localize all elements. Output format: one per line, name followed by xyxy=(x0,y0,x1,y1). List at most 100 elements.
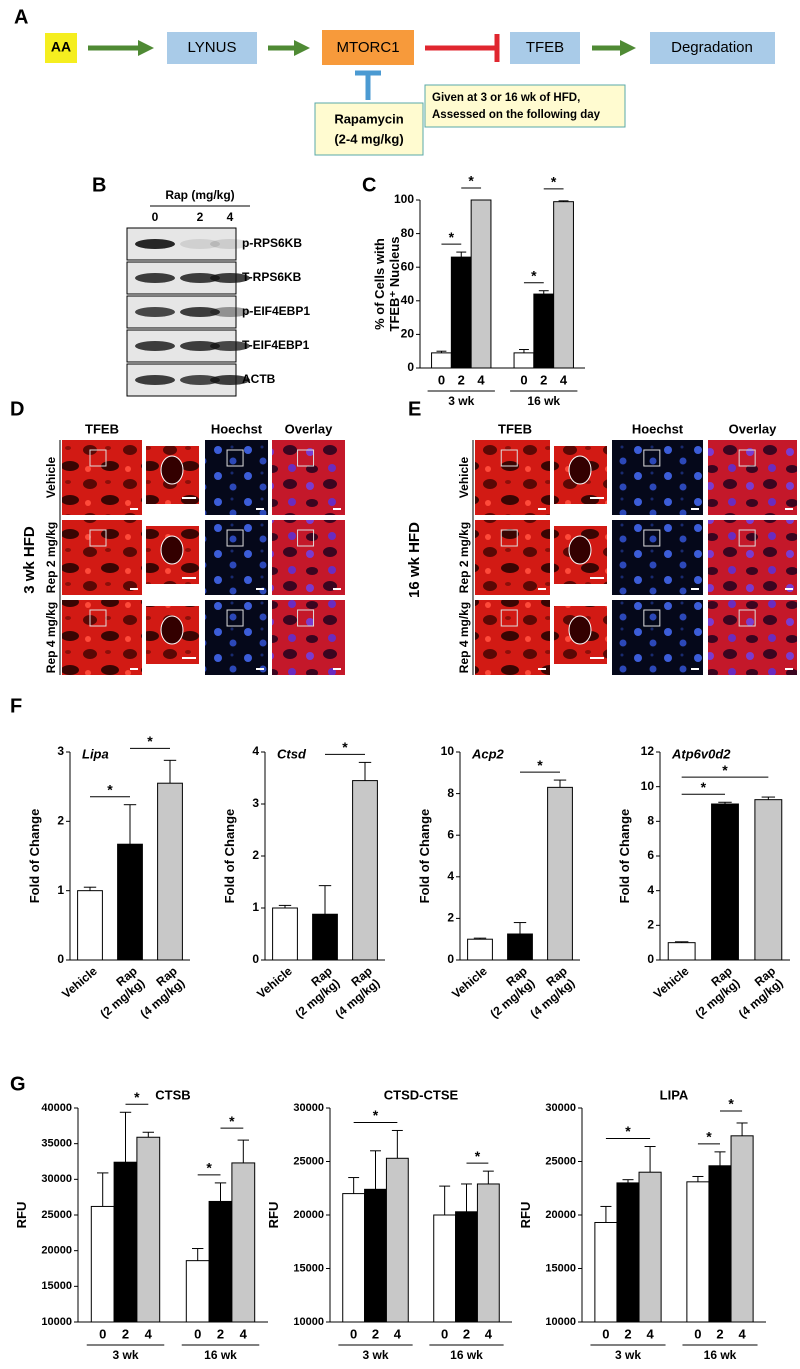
y-axis-label-line: RFU xyxy=(14,1202,29,1229)
bar xyxy=(547,786,573,961)
group-label: 16 wk xyxy=(704,1348,737,1362)
micrograph xyxy=(205,600,268,675)
x-tick-label: 4 xyxy=(477,372,485,387)
blot-band xyxy=(180,307,220,317)
column-label: TFEB xyxy=(498,421,532,436)
blot-band xyxy=(135,239,175,249)
roi-box xyxy=(643,609,661,627)
significance-label: * xyxy=(475,1148,481,1164)
micrograph xyxy=(272,440,345,515)
bar xyxy=(231,1162,256,1323)
x-tick-label: 2 xyxy=(624,1326,631,1341)
band-label: T-RPS6KB xyxy=(242,270,302,284)
blot-band xyxy=(210,239,250,249)
y-tick-label: 40000 xyxy=(41,1102,72,1114)
y-tick-label: 10000 xyxy=(293,1316,324,1328)
y-axis-label-line: Fold of Change xyxy=(417,809,432,904)
y-axis-label: Fold of Change xyxy=(617,809,632,904)
chart-title: CTSD-CTSE xyxy=(384,1087,459,1102)
row-label: Vehicle xyxy=(44,457,58,499)
group-label: 16 wk xyxy=(450,1348,483,1362)
note-text: Given at 3 or 16 wk of HFD, xyxy=(432,92,580,104)
blot-band xyxy=(180,239,220,249)
bar xyxy=(553,201,574,369)
group-label: 3 wk xyxy=(615,1348,641,1362)
chart-title: Acp2 xyxy=(471,746,505,761)
roi-box xyxy=(297,609,315,627)
significance-label: * xyxy=(722,762,728,778)
bar xyxy=(157,782,183,961)
column-label: Overlay xyxy=(285,421,333,436)
x-tick-label: 0 xyxy=(441,1326,448,1341)
blot-band xyxy=(210,341,250,351)
y-tick-label: 8 xyxy=(447,786,454,800)
chart-title: Atp6v0d2 xyxy=(671,746,731,761)
blot-band xyxy=(210,273,250,283)
y-axis-label: % of Cells withTFEB⁺ Nucleus xyxy=(372,237,402,332)
micrographs xyxy=(59,440,797,675)
x-tick-label: 4 xyxy=(240,1326,248,1341)
y-tick-label: 15000 xyxy=(41,1280,72,1292)
bar xyxy=(467,938,493,961)
inhibitor-label: (2-4 mg/kg) xyxy=(334,131,403,146)
y-tick-label: 0 xyxy=(57,952,64,966)
chart-title: LIPA xyxy=(660,1087,689,1102)
chart-title: Ctsd xyxy=(277,746,307,761)
bar xyxy=(385,1157,409,1323)
side-label: 16 wk HFD xyxy=(406,522,423,598)
x-tick-label-line: Vehicle xyxy=(449,964,490,1002)
x-tick-label: 0 xyxy=(194,1326,201,1341)
significance-label: * xyxy=(625,1123,631,1139)
bar xyxy=(470,199,492,369)
micrograph xyxy=(62,440,142,515)
y-tick-label: 40 xyxy=(401,293,415,307)
inhibitor-box xyxy=(314,102,424,156)
bar xyxy=(476,1183,500,1323)
band-label: p-EIF4EBP1 xyxy=(242,304,310,318)
panel-label: C xyxy=(362,174,376,196)
micrograph xyxy=(708,520,797,595)
y-tick-label: 25000 xyxy=(293,1155,324,1167)
roi-box xyxy=(500,529,518,547)
group-label: 3 wk xyxy=(362,1348,388,1362)
y-tick-label: 2 xyxy=(647,918,654,932)
node-label: MTORC1 xyxy=(336,39,399,56)
blot-band xyxy=(180,273,220,283)
chart-title: Lipa xyxy=(82,746,109,761)
x-tick-label: 0 xyxy=(602,1326,609,1341)
inhibitor-label: Rapamycin xyxy=(334,111,403,126)
significance-label: * xyxy=(107,781,113,797)
y-tick-label: 1 xyxy=(57,883,64,897)
node-label: LYNUS xyxy=(188,39,237,56)
lane-label: 2 xyxy=(197,210,204,224)
bar xyxy=(90,1205,115,1323)
y-tick-label: 20000 xyxy=(545,1209,576,1221)
roi-box xyxy=(738,609,756,627)
band-label: ACTB xyxy=(242,372,276,386)
y-tick-label: 10000 xyxy=(41,1316,72,1328)
node-box xyxy=(322,30,414,65)
y-axis-label-line: RFU xyxy=(518,1202,533,1229)
x-tick-label: 2 xyxy=(122,1326,129,1341)
roi-box xyxy=(297,449,315,467)
roi-box xyxy=(643,449,661,467)
blot-band xyxy=(135,307,175,317)
node-label: TFEB xyxy=(526,39,564,56)
band-label: p-RPS6KB xyxy=(242,236,302,250)
bar xyxy=(730,1135,754,1323)
roi-box xyxy=(226,449,244,467)
y-tick-label: 20000 xyxy=(41,1245,72,1257)
roi-box xyxy=(738,449,756,467)
y-tick-label: 12 xyxy=(641,744,655,758)
roi-box xyxy=(297,529,315,547)
y-tick-label: 30000 xyxy=(41,1173,72,1185)
panel-label: B xyxy=(92,174,106,196)
y-tick-label: 6 xyxy=(447,827,454,841)
significance-label: * xyxy=(342,739,348,755)
bar xyxy=(455,1211,478,1323)
roi-box xyxy=(500,449,518,467)
blot-strip xyxy=(126,227,237,261)
blot-band xyxy=(180,375,220,385)
bar xyxy=(513,352,535,369)
bar xyxy=(450,256,472,369)
